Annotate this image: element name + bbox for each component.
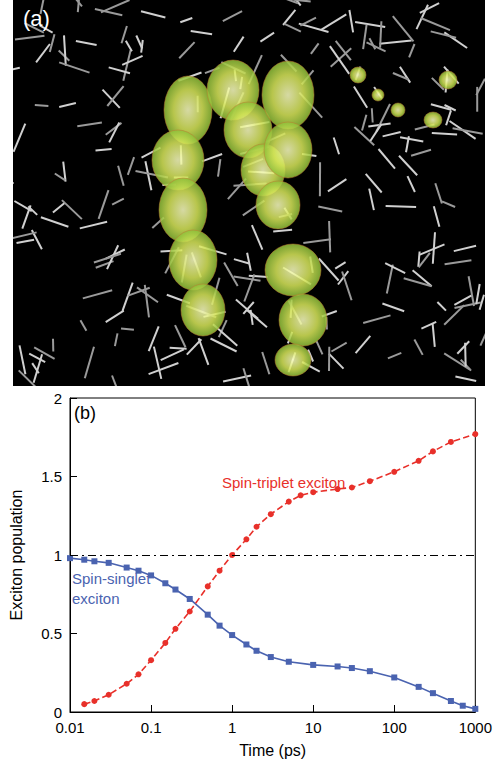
html-text:(a): (a) bbox=[23, 6, 50, 31]
svg-text:1: 1 bbox=[54, 547, 62, 564]
svg-text:0.5: 0.5 bbox=[41, 625, 62, 642]
svg-text:1.5: 1.5 bbox=[41, 468, 62, 485]
svg-text:10: 10 bbox=[305, 719, 322, 736]
svg-text:Time (ps): Time (ps) bbox=[239, 742, 306, 759]
svg-text:Spin-triplet exciton: Spin-triplet exciton bbox=[222, 474, 345, 491]
svg-text:0.1: 0.1 bbox=[141, 719, 162, 736]
svg-text:1: 1 bbox=[228, 719, 236, 736]
svg-text:Spin-singlet: Spin-singlet bbox=[72, 570, 151, 587]
svg-text:2: 2 bbox=[54, 390, 62, 407]
svg-text:Exciton population: Exciton population bbox=[8, 490, 25, 621]
svg-text:0.01: 0.01 bbox=[55, 719, 84, 736]
svg-text:100: 100 bbox=[382, 719, 407, 736]
svg-text:(b): (b) bbox=[74, 403, 96, 423]
svg-text:exciton: exciton bbox=[72, 590, 120, 607]
svg-text:1000: 1000 bbox=[459, 719, 492, 736]
svg-text:0: 0 bbox=[54, 704, 62, 721]
